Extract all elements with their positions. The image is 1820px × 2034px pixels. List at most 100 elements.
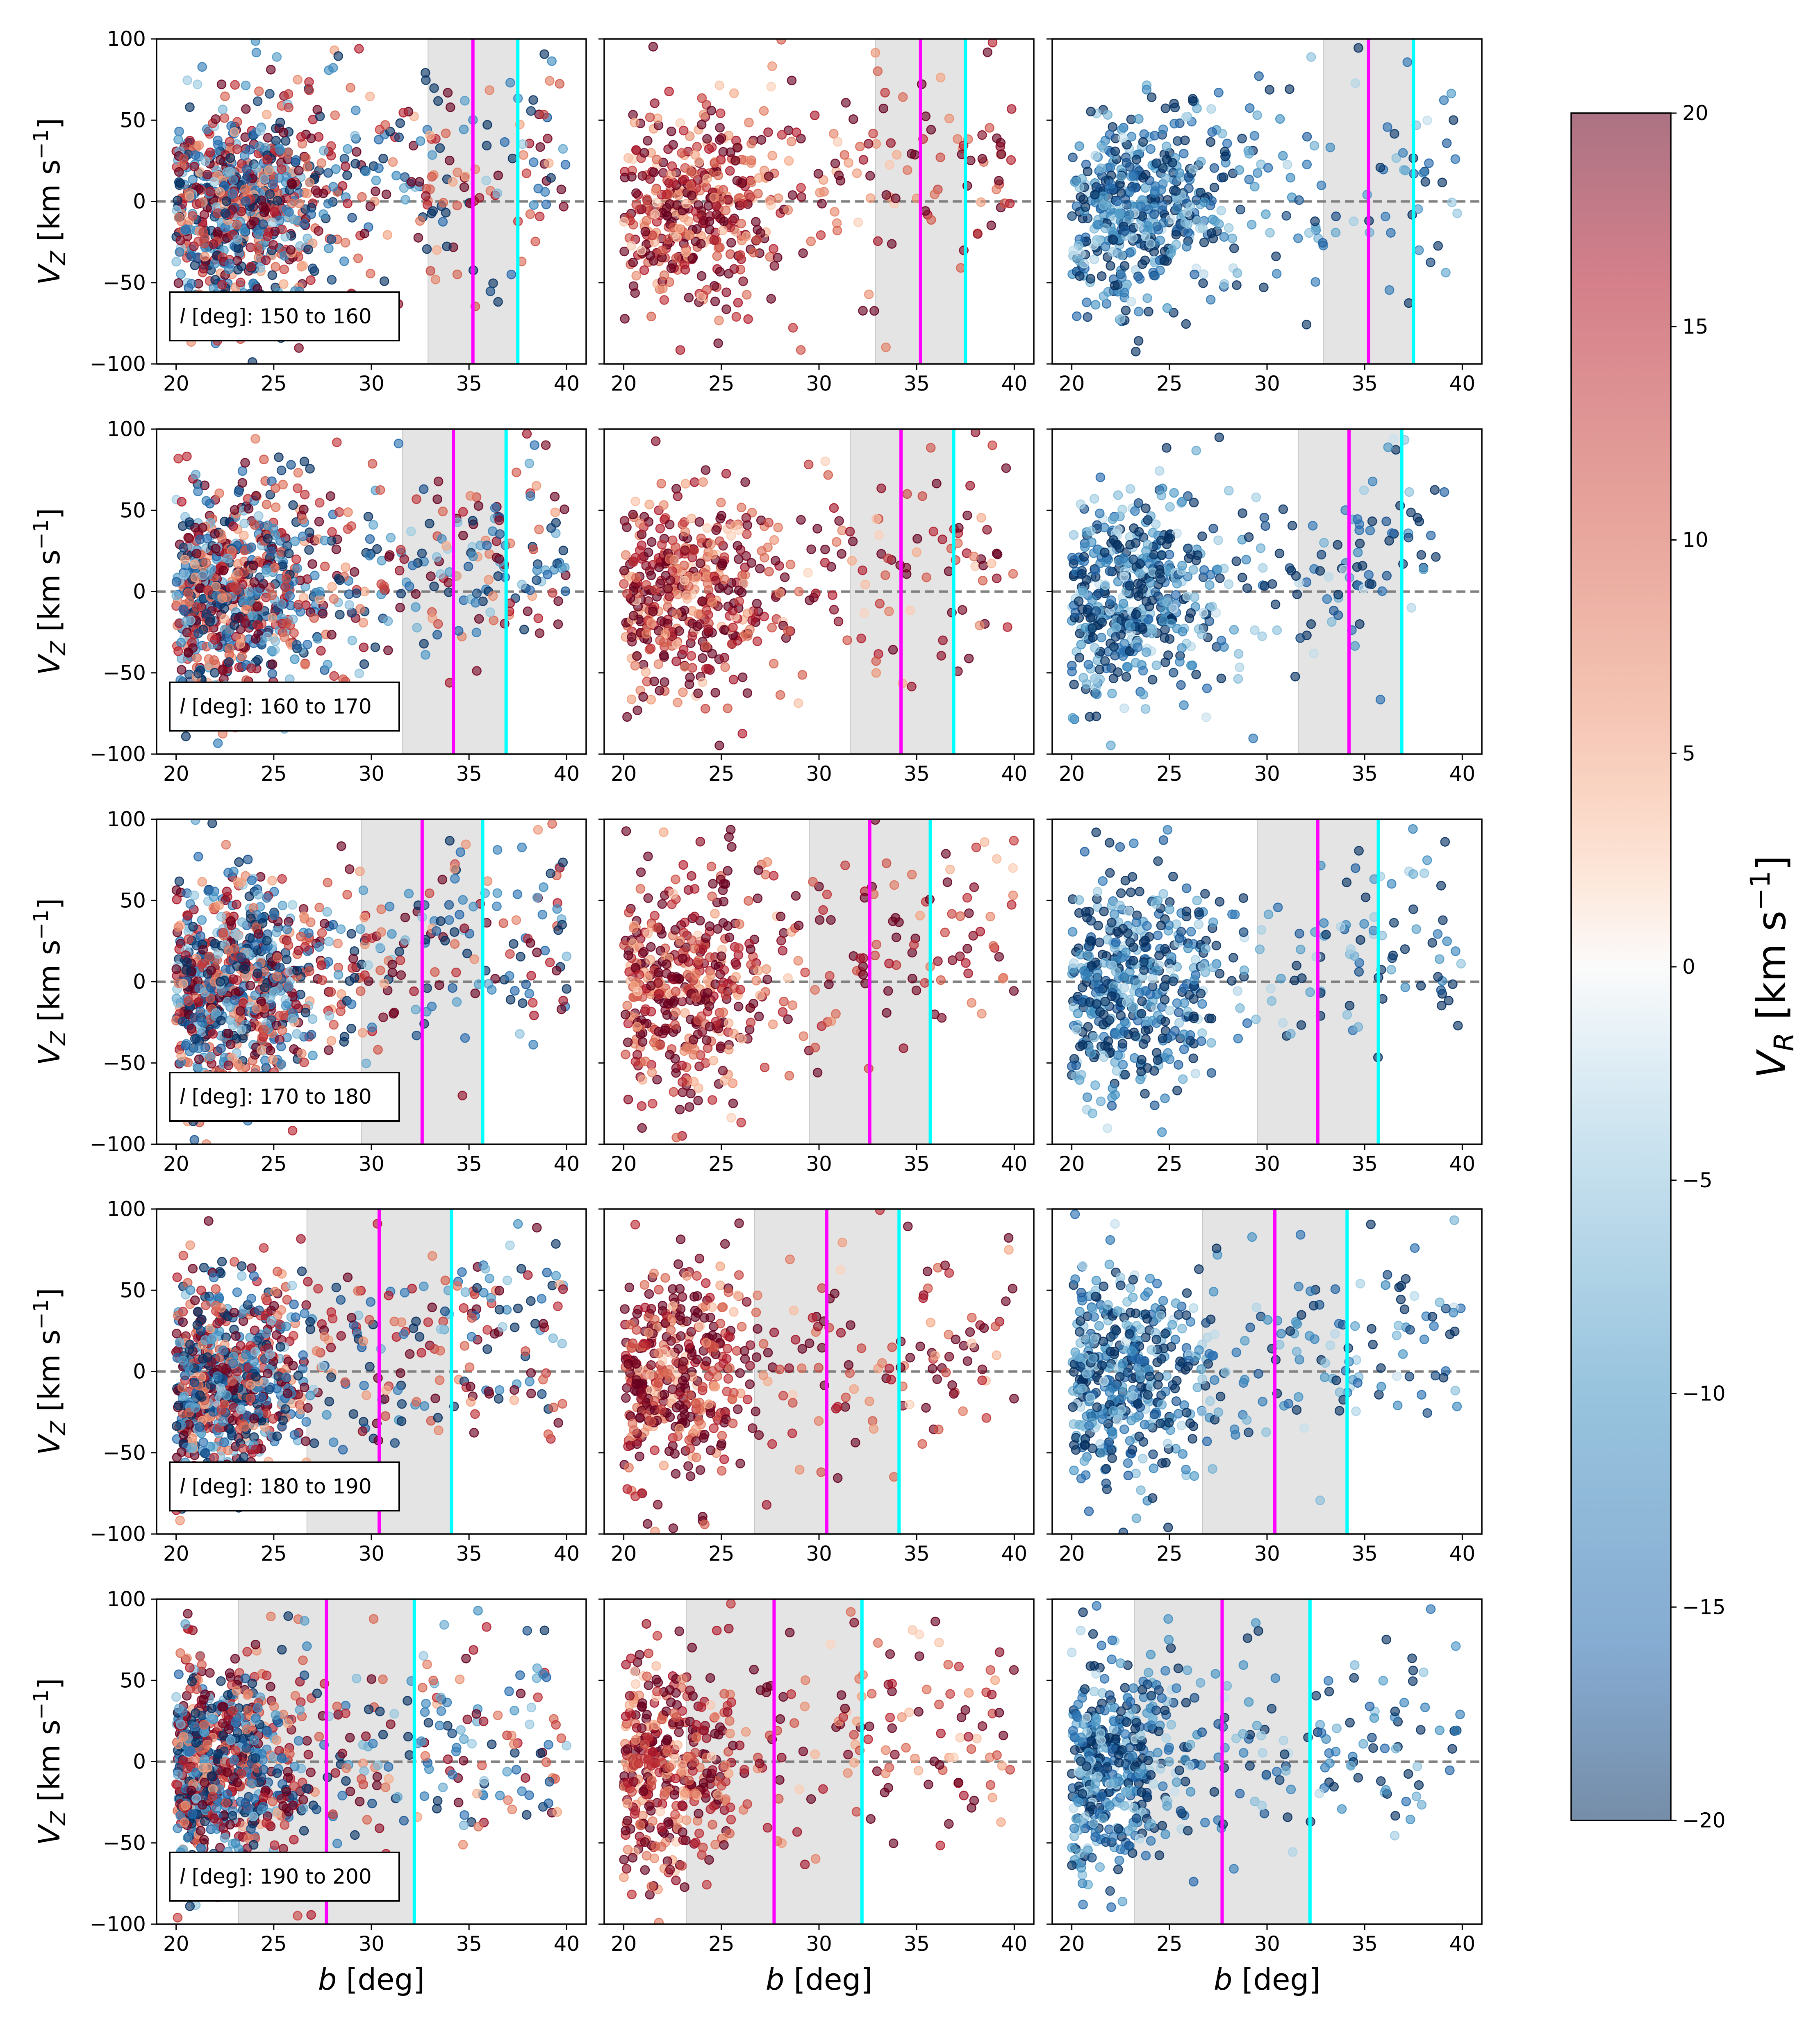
data-point [530,201,538,209]
data-point [430,582,439,591]
data-point [1139,690,1148,699]
data-point [346,84,355,92]
data-point [412,590,420,598]
data-point [1075,142,1084,150]
data-point [317,159,326,167]
data-point [262,945,270,953]
data-point [375,164,383,173]
data-point [240,152,249,160]
data-point [632,146,640,155]
data-point [223,887,231,896]
data-point [241,81,250,90]
data-point [1367,580,1376,589]
data-point [423,245,431,253]
data-point [191,573,200,582]
x-tick-label: 20 [1059,762,1085,786]
data-point [641,227,650,236]
data-point [787,76,796,85]
data-point [432,927,441,935]
data-point [1183,544,1192,553]
x-tick-label: 40 [1001,762,1028,786]
data-point [664,584,672,593]
data-point [469,552,478,561]
data-point [328,527,337,536]
data-point [252,491,260,500]
data-point [1120,573,1128,581]
data-point [289,501,298,509]
data-point [1215,433,1224,442]
data-point [1294,234,1302,243]
data-point [382,190,391,199]
data-point [278,165,286,173]
data-point [753,599,761,608]
data-point [648,607,657,616]
data-point [784,627,792,635]
data-point [1123,662,1131,671]
data-point [221,92,229,101]
data-point [1316,567,1324,575]
data-point [434,477,443,486]
data-point [216,977,225,986]
data-point [678,149,686,157]
data-point [1228,234,1237,243]
data-point [282,619,291,627]
data-point [371,643,380,652]
data-point [685,293,693,302]
data-point [660,271,669,280]
data-point [212,115,220,123]
data-point [632,573,640,582]
data-point [715,741,724,750]
y-tick-label: 50 [120,498,146,522]
data-point [206,148,214,157]
data-point [284,941,293,950]
data-point [1234,650,1243,658]
data-point [889,645,897,654]
data-point [992,185,1001,194]
data-point [737,503,746,512]
data-point [685,680,694,689]
data-point [832,538,841,546]
data-point [541,188,549,196]
data-point [413,623,421,632]
data-point [1178,561,1186,570]
data-point [475,193,484,202]
data-point [1423,116,1432,125]
data-point [1415,517,1424,526]
data-point [835,517,844,525]
data-point [1189,566,1198,574]
data-point [184,589,193,598]
data-point [341,239,350,247]
data-point [1118,505,1126,514]
data-point [1157,491,1166,500]
data-point [977,514,986,522]
data-point [726,250,735,259]
data-point [640,266,648,275]
data-point [651,437,660,445]
data-point [1112,623,1121,632]
data-point [1224,224,1233,232]
data-point [1169,668,1178,677]
data-point [264,534,272,543]
data-point [1141,256,1149,265]
data-point [821,558,829,567]
x-tick-label: 25 [1156,372,1183,395]
data-point [866,172,874,180]
data-point [650,677,659,686]
data-point [226,167,234,176]
data-point [459,531,467,540]
data-point [1122,159,1131,167]
data-point [263,155,271,164]
data-point [455,910,464,919]
data-point [735,555,743,564]
data-point [460,96,469,105]
data-point [619,580,628,588]
data-point [1287,566,1296,575]
data-point [184,997,193,1005]
data-point [242,175,250,183]
data-point [317,961,326,970]
data-point [705,225,714,234]
data-point [443,242,451,251]
data-point [430,84,439,93]
data-point [654,660,663,668]
data-point [1139,138,1147,146]
